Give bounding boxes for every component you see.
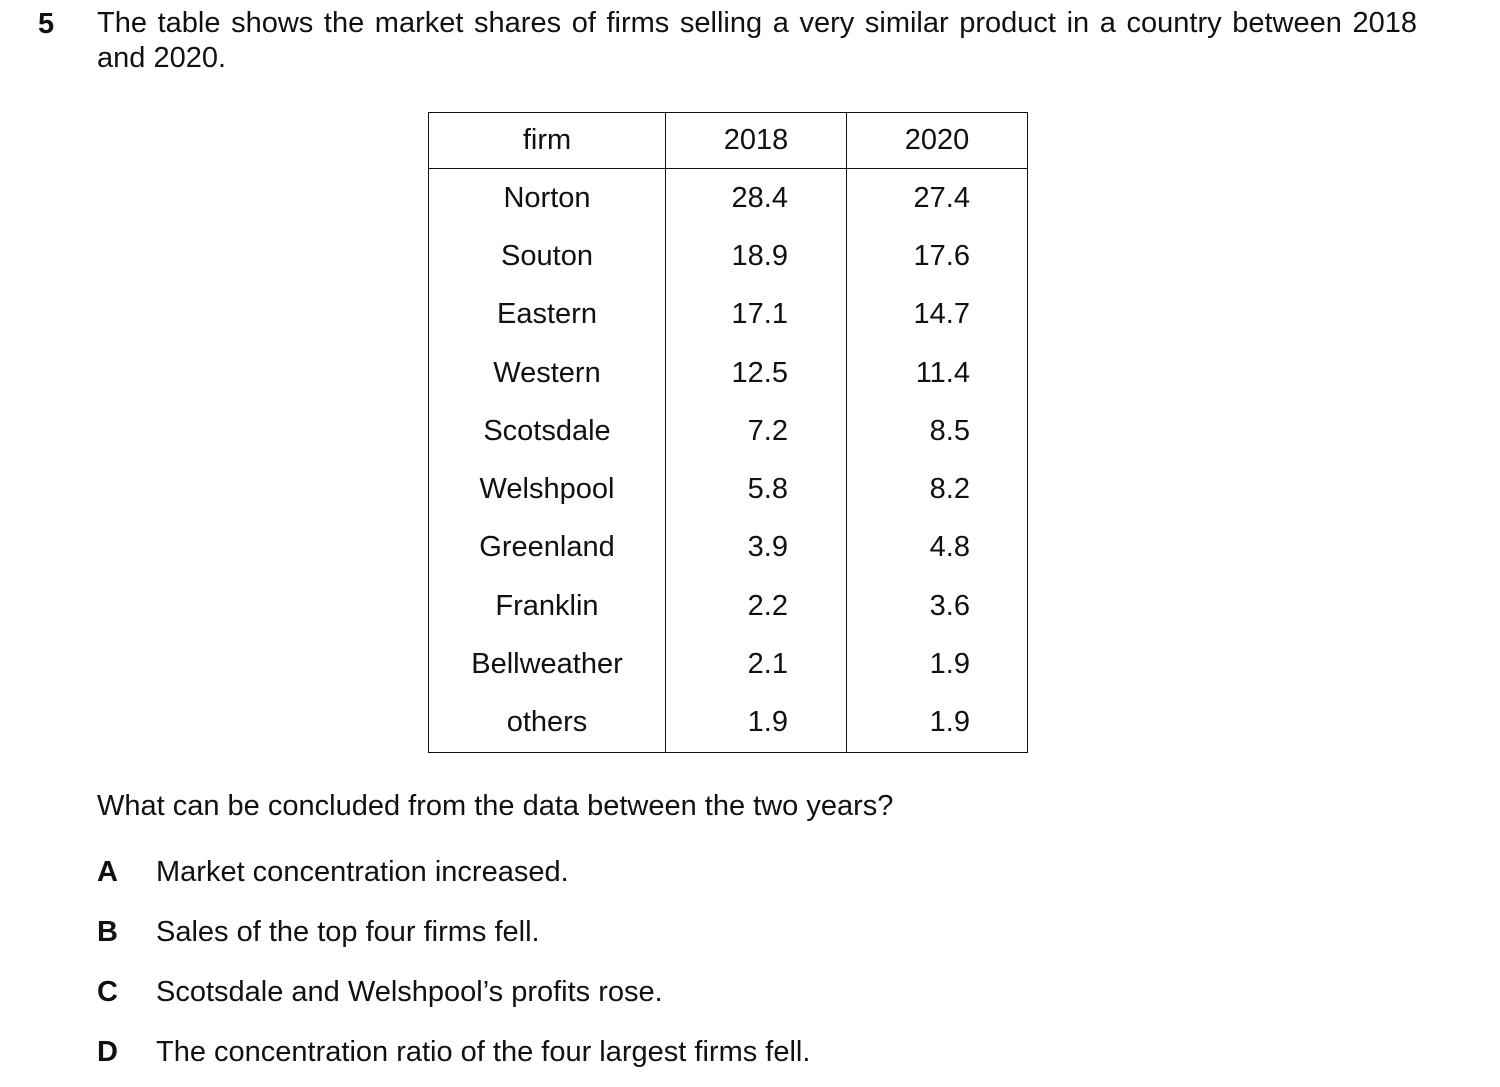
firm-cell: Eastern: [428, 285, 666, 344]
share-2018-cell: 1.9: [665, 693, 847, 753]
share-2018-cell: 2.1: [665, 635, 847, 694]
share-2020-cell: 11.4: [846, 343, 1028, 403]
firm-cell: Norton: [428, 168, 666, 228]
share-2020-cell: 1.9: [846, 635, 1028, 694]
table-row: Eastern 17.1 14.7: [428, 285, 1028, 344]
firm-cell: Franklin: [428, 577, 666, 636]
table-row: Greenland 3.9 4.8: [428, 518, 1028, 578]
share-2018-cell: 7.2: [665, 402, 847, 461]
question-stem: The table shows the market shares of fir…: [97, 7, 1417, 74]
table-row: Welshpool 5.8 8.2: [428, 460, 1028, 519]
share-2020-cell: 4.8: [846, 518, 1028, 578]
option-letter: B: [97, 916, 118, 948]
firm-cell: Souton: [428, 227, 666, 286]
market-share-table: firm 2018 2020 Norton 28.4 27.4 Souton 1…: [428, 112, 1028, 753]
table-row: others 1.9 1.9: [428, 693, 1028, 753]
share-2018-cell: 28.4: [665, 168, 847, 228]
table-row: Bellweather 2.1 1.9: [428, 635, 1028, 694]
option-text: Scotsdale and Welshpool’s profits rose.: [156, 976, 663, 1008]
table-row: Western 12.5 11.4: [428, 343, 1028, 403]
share-2018-cell: 18.9: [665, 227, 847, 286]
question-number: 5: [38, 8, 55, 40]
share-2020-cell: 14.7: [846, 285, 1028, 344]
option-c[interactable]: C Scotsdale and Welshpool’s profits rose.: [97, 973, 663, 1011]
firm-cell: Western: [428, 343, 666, 403]
share-2020-cell: 17.6: [846, 227, 1028, 286]
option-a[interactable]: A Market concentration increased.: [97, 853, 569, 891]
firm-cell: Welshpool: [428, 460, 666, 519]
header-2018: 2018: [665, 112, 847, 169]
option-letter: C: [97, 976, 118, 1008]
share-2020-cell: 8.5: [846, 402, 1028, 461]
option-b[interactable]: B Sales of the top four firms fell.: [97, 913, 540, 951]
share-2020-cell: 8.2: [846, 460, 1028, 519]
option-letter: D: [97, 1036, 118, 1068]
option-text: Sales of the top four firms fell.: [156, 916, 540, 948]
table-row: Franklin 2.2 3.6: [428, 577, 1028, 636]
option-d[interactable]: D The concentration ratio of the four lar…: [97, 1033, 810, 1071]
share-2018-cell: 17.1: [665, 285, 847, 344]
share-2018-cell: 12.5: [665, 343, 847, 403]
option-text: Market concentration increased.: [156, 856, 569, 888]
share-2020-cell: 3.6: [846, 577, 1028, 636]
table-header-row: firm 2018 2020: [428, 112, 1028, 169]
share-2020-cell: 1.9: [846, 693, 1028, 753]
share-2018-cell: 5.8: [665, 460, 847, 519]
header-firm: firm: [428, 112, 666, 169]
share-2018-cell: 3.9: [665, 518, 847, 578]
firm-cell: Scotsdale: [428, 402, 666, 461]
table-row: Souton 18.9 17.6: [428, 227, 1028, 286]
firm-cell: others: [428, 693, 666, 753]
firm-cell: Bellweather: [428, 635, 666, 694]
header-2020: 2020: [846, 112, 1028, 169]
table-row: Norton 28.4 27.4: [428, 168, 1028, 228]
share-2020-cell: 27.4: [846, 168, 1028, 228]
firm-cell: Greenland: [428, 518, 666, 578]
option-text: The concentration ratio of the four larg…: [156, 1036, 811, 1068]
table-row: Scotsdale 7.2 8.5: [428, 402, 1028, 461]
option-letter: A: [97, 856, 118, 888]
question-prompt: What can be concluded from the data betw…: [97, 790, 894, 822]
share-2018-cell: 2.2: [665, 577, 847, 636]
